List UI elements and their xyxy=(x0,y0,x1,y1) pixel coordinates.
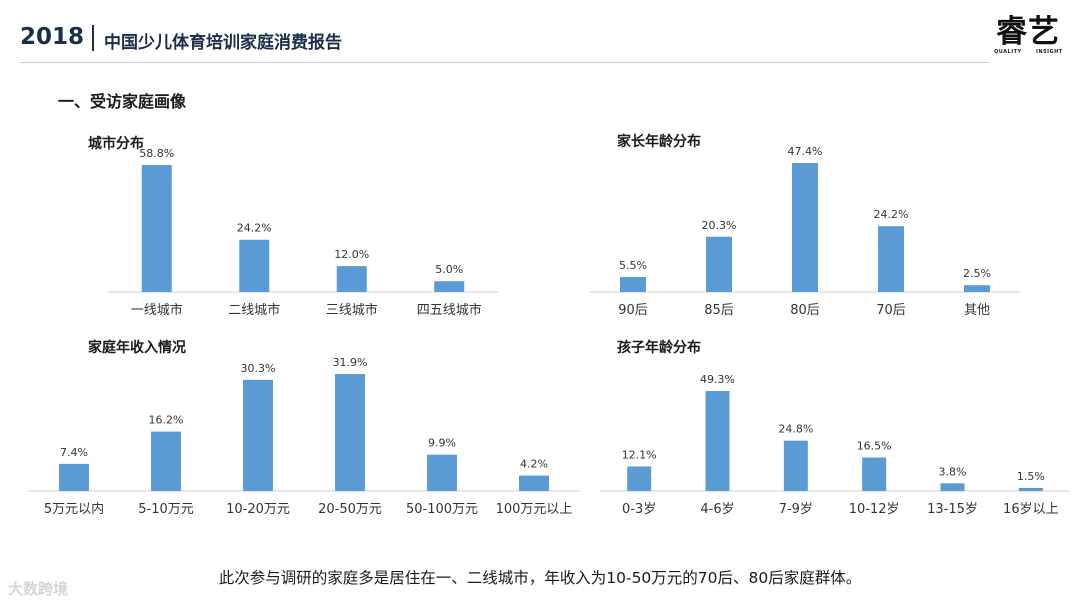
category-label: 一线城市 xyxy=(131,302,183,318)
bar xyxy=(336,266,367,292)
logo-mark: 睿艺 xyxy=(996,14,1060,50)
footer-brand: 大数跨境 xyxy=(8,580,69,598)
category-label: 其他 xyxy=(964,303,990,318)
bar xyxy=(792,163,818,292)
data-label: 7.4% xyxy=(60,446,88,459)
chart-title-child-age: 孩子年龄分布 xyxy=(617,340,701,356)
data-label: 31.9% xyxy=(333,356,368,369)
category-label: 7-9岁 xyxy=(779,502,813,517)
data-label: 12.0% xyxy=(334,248,369,261)
bar xyxy=(706,236,732,292)
bar xyxy=(862,457,887,491)
chart-child-age: 12.1% 0-3岁 49.3% 4-6岁 24.8% 7-9岁 16.5% 10-12岁 3.… xyxy=(600,373,1070,517)
bar xyxy=(1018,487,1043,491)
bar xyxy=(783,440,808,491)
bar xyxy=(519,475,549,491)
bar xyxy=(705,391,730,491)
bar xyxy=(434,281,465,292)
category-label: 5-10万元 xyxy=(138,502,194,517)
conclusion-text: 此次参与调研的家庭多是居住在一、二线城市，年收入为10-50万元的70后、80后… xyxy=(218,569,862,587)
data-label: 1.5% xyxy=(1017,470,1045,483)
report-year: 2018 xyxy=(20,24,85,50)
logo-sub-right: INSIGHT xyxy=(1036,49,1063,55)
bar xyxy=(141,165,172,292)
chart-title-income: 家庭年收入情况 xyxy=(88,340,186,356)
category-label: 4-6岁 xyxy=(700,502,734,517)
chart-title-parent-age: 家长年龄分布 xyxy=(617,134,701,150)
bar xyxy=(239,239,270,292)
chart-parent-age: 5.5% 90后 20.3% 85后 47.4% 80后 24.2% 70后 2.5% 其他 xyxy=(590,145,1020,318)
data-label: 20.3% xyxy=(702,219,737,232)
data-label: 5.0% xyxy=(435,263,463,276)
logo-sub-left: QUALITY xyxy=(994,49,1022,55)
category-label: 80后 xyxy=(790,303,820,318)
data-label: 24.2% xyxy=(874,208,909,221)
bar xyxy=(627,466,652,491)
data-label: 3.8% xyxy=(939,465,967,478)
data-label: 24.2% xyxy=(237,222,272,235)
brand-logo: 睿艺 QUALITY INSIGHT xyxy=(990,6,1066,62)
category-label: 10-20万元 xyxy=(226,502,290,517)
header-rule xyxy=(20,62,990,63)
category-label: 100万元以上 xyxy=(496,502,573,517)
category-label: 10-12岁 xyxy=(849,502,900,517)
data-label: 47.4% xyxy=(788,145,823,158)
data-label: 49.3% xyxy=(700,373,735,386)
category-label: 二线城市 xyxy=(228,302,280,318)
bar xyxy=(335,374,365,491)
category-label: 5万元以内 xyxy=(44,501,104,517)
category-label: 90后 xyxy=(618,303,648,318)
data-label: 16.2% xyxy=(149,414,184,427)
chart-household-income: 7.4% 5万元以内 16.2% 5-10万元 30.3% 10-20万元 31.9% 20-… xyxy=(28,356,580,517)
bar xyxy=(620,277,646,292)
section-title: 一、受访家庭画像 xyxy=(58,92,187,111)
bar xyxy=(243,379,273,491)
data-label: 4.2% xyxy=(520,458,548,471)
data-label: 2.5% xyxy=(963,267,991,280)
report-header: 2018 中国少儿体育培训家庭消费报告 睿艺 QUALITY INSIGHT xyxy=(0,0,1080,70)
data-label: 5.5% xyxy=(619,259,647,272)
chart-title-city: 城市分布 xyxy=(88,136,144,152)
bar xyxy=(940,483,965,491)
category-label: 50-100万元 xyxy=(406,502,478,517)
data-label: 12.1% xyxy=(622,448,657,461)
report-title: 中国少儿体育培训家庭消费报告 xyxy=(104,33,342,53)
bar xyxy=(59,463,89,491)
category-label: 20-50万元 xyxy=(318,502,382,517)
category-label: 16岁以上 xyxy=(1003,502,1059,517)
bar xyxy=(964,285,990,292)
bar xyxy=(878,226,904,292)
data-label: 24.8% xyxy=(778,423,813,436)
category-label: 0-3岁 xyxy=(622,502,656,517)
bar xyxy=(427,454,457,491)
data-label: 30.3% xyxy=(241,362,276,375)
category-label: 70后 xyxy=(876,303,906,318)
category-label: 85后 xyxy=(704,303,734,318)
category-label: 三线城市 xyxy=(326,302,378,318)
data-label: 16.5% xyxy=(857,440,892,453)
data-label: 9.9% xyxy=(428,437,456,450)
data-label: 58.8% xyxy=(139,147,174,160)
title-divider xyxy=(92,25,94,51)
category-label: 13-15岁 xyxy=(927,502,978,517)
category-label: 四五线城市 xyxy=(417,302,482,318)
bar xyxy=(151,431,181,491)
chart-city-distribution: 58.8% 一线城市 24.2% 二线城市 12.0% 三线城市 5.0% 四五线城市 xyxy=(108,147,498,318)
